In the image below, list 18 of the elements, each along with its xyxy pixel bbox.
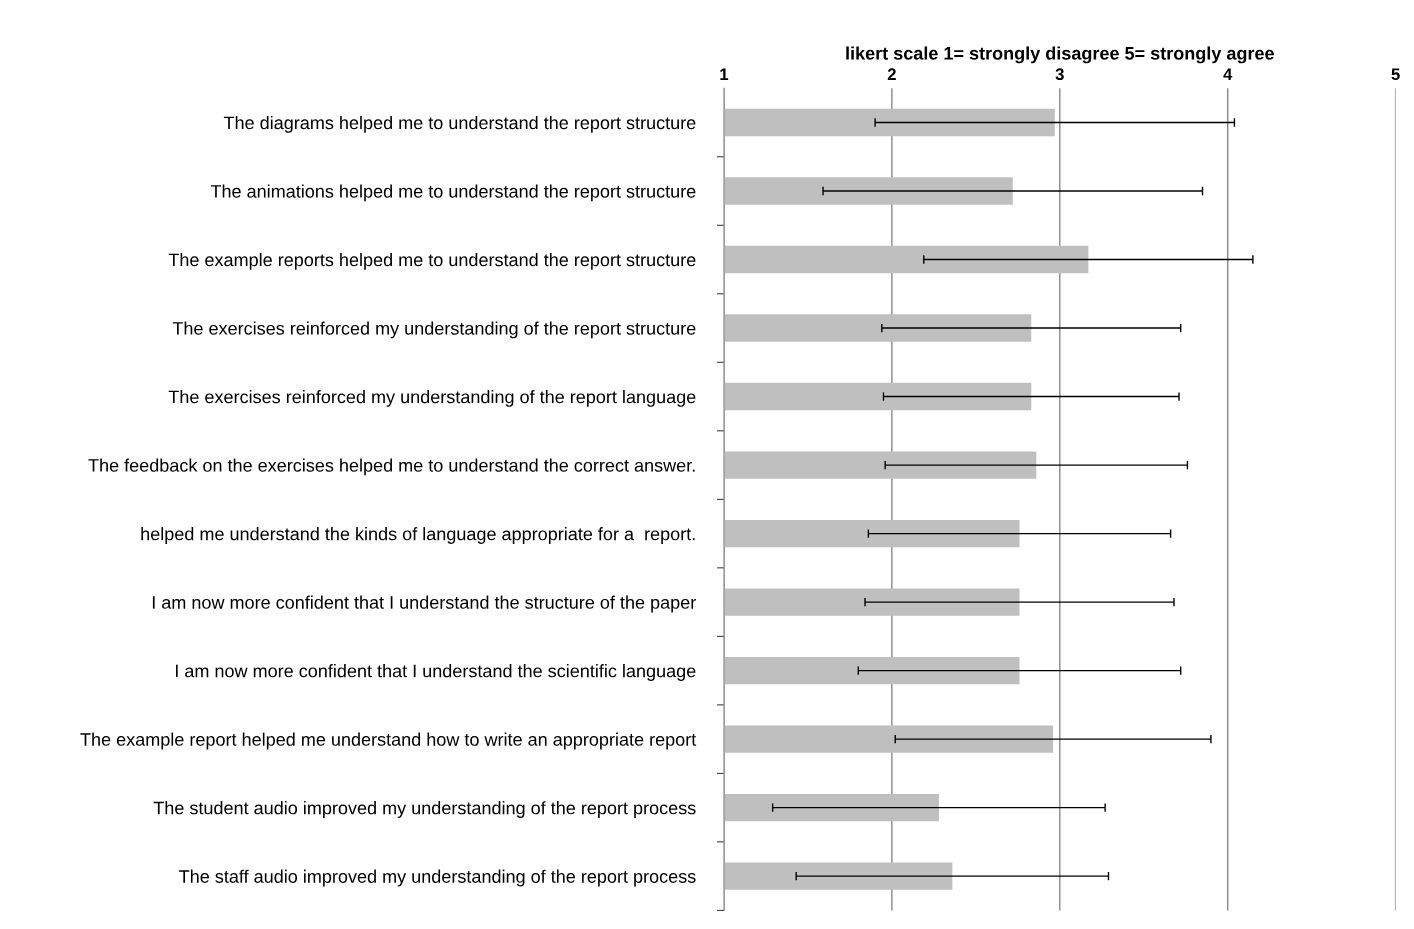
x-tick-label: 4 xyxy=(1223,68,1233,80)
y-tick-label: The animations helped me to understand the report structure xyxy=(210,184,696,202)
y-tick-label: The exercises reinforced my understanding of the report language xyxy=(168,390,696,407)
y-tick-label: The exercises reinforced my understanding of the report structure xyxy=(172,321,696,339)
y-tick-label: I am now more confident that I understand the scientific language xyxy=(175,664,696,681)
y-tick-label: The feedback on the exercises helped me to understand the correct answer. xyxy=(88,458,695,476)
y-tick-label: The example reports helped me to understand the report structure xyxy=(168,253,696,270)
y-tick-label: The staff audio improved my understanding of the report process xyxy=(179,869,696,887)
y-tick-label: The student audio improved my understanding of the report process xyxy=(153,801,696,818)
y-tick-label: The diagrams helped me to understand the report structure xyxy=(223,115,696,133)
x-tick-label: 2 xyxy=(887,68,896,80)
y-tick-label: I am now more confident that I understand the structure of the paper xyxy=(152,595,696,613)
x-axis-title: likert scale 1= strongly disagree 5= strongly agree xyxy=(846,46,1274,64)
x-tick-label: 5 xyxy=(1391,68,1400,81)
y-tick-label: The example report helped me understand how to write an appropriate report xyxy=(80,732,697,750)
x-tick-label: 1 xyxy=(720,68,729,80)
y-tick-label: helped me understand the kinds of language appropriate for a report. xyxy=(141,527,695,544)
x-tick-label: 3 xyxy=(1055,68,1064,81)
